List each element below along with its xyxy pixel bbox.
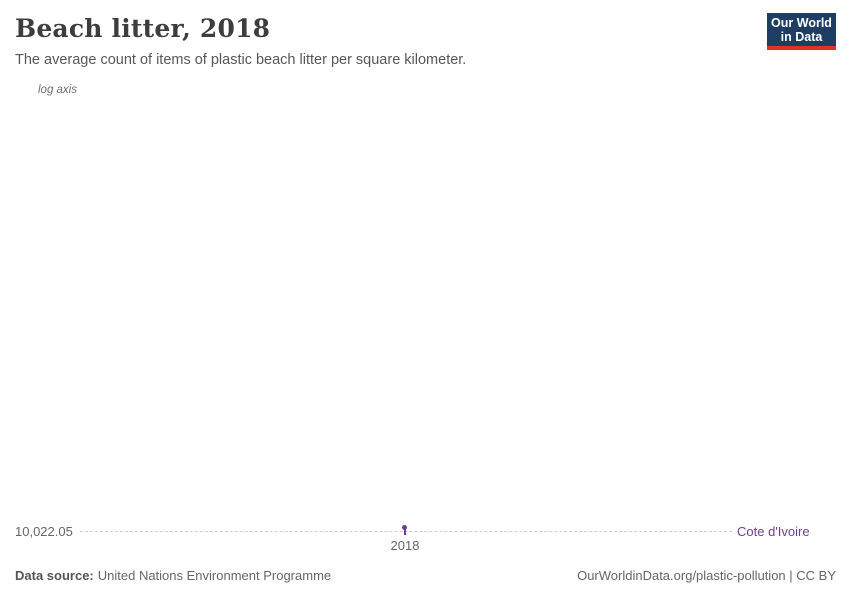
chart-subtitle: The average count of items of plastic be…	[15, 52, 467, 68]
dashed-gridline	[80, 531, 732, 532]
chart-footer: Data source: United Nations Environment P…	[0, 568, 850, 588]
x-axis-tick-label: 2018	[390, 538, 420, 553]
series-entity-label[interactable]: Cote d'Ivoire	[737, 524, 810, 539]
data-source-line: Data source: United Nations Environment P…	[15, 568, 331, 583]
data-source-value: United Nations Environment Programme	[97, 568, 332, 583]
owid-logo-line1: Our World	[771, 15, 832, 30]
rights-and-url[interactable]: OurWorldinData.org/plastic-pollution | C…	[577, 568, 836, 583]
chart-title: Beach litter, 2018	[15, 14, 271, 43]
log-axis-note: log axis	[38, 84, 77, 96]
data-point-tick	[404, 529, 406, 535]
data-source-label: Data source:	[15, 568, 94, 583]
owid-logo[interactable]: Our World in Data	[767, 13, 836, 50]
y-axis-tick-label: 10,022.05	[15, 524, 73, 539]
owid-logo-line2: in Data	[780, 29, 823, 44]
data-point-cote-divoire[interactable]	[402, 525, 407, 530]
